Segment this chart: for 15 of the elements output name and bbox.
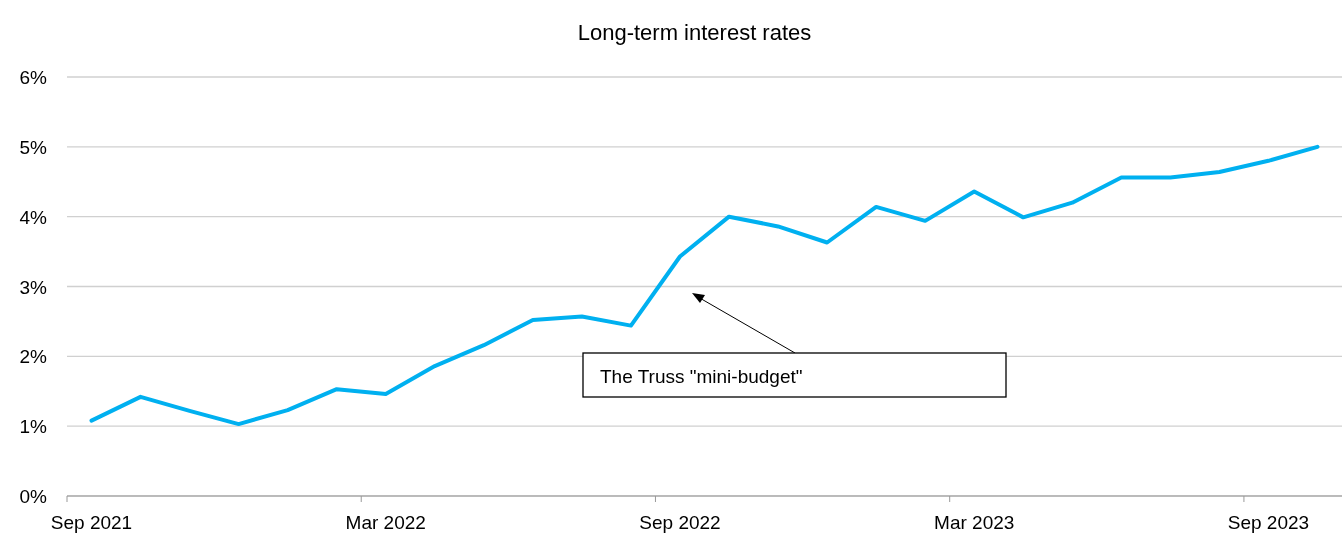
y-tick-label: 5% <box>19 136 48 158</box>
line-series <box>89 144 1320 427</box>
x-tick-label: Mar 2022 <box>345 512 426 533</box>
chart-title: Long-term interest rates <box>577 20 812 45</box>
y-tick-label: 4% <box>19 206 48 228</box>
y-tick-label: 3% <box>19 276 48 298</box>
x-tick-label: Sep 2023 <box>1227 512 1310 533</box>
y-tick-label: 0% <box>19 486 48 507</box>
x-tick-label: Sep 2022 <box>639 512 721 533</box>
y-tick-label: 1% <box>19 416 48 438</box>
annotation: The Truss "mini-budget" <box>600 366 803 387</box>
x-tick-label: Sep 2021 <box>50 512 133 533</box>
y-tick-label: 6% <box>19 67 48 88</box>
y-tick-label: 2% <box>19 346 48 368</box>
x-tick-label: Mar 2023 <box>934 512 1015 533</box>
